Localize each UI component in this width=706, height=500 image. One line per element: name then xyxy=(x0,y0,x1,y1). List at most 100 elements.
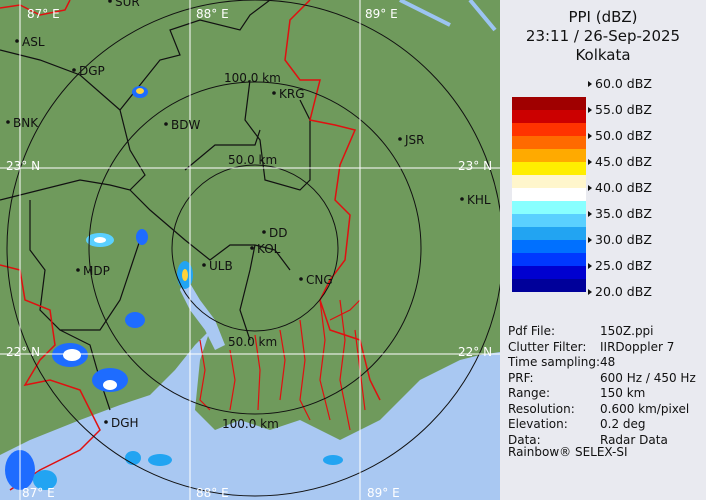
lon-label-89-bottom: 89° E xyxy=(367,486,400,500)
city-dot xyxy=(262,230,266,234)
scale-label: 40.0 dBZ xyxy=(588,180,652,195)
city-label: DGP xyxy=(79,64,105,78)
color-band xyxy=(512,162,586,175)
river-top-right xyxy=(399,0,497,32)
info-key: Elevation: xyxy=(508,417,568,431)
info-row: PRF: 600 Hz / 450 Hz xyxy=(508,370,696,385)
city-label: BDW xyxy=(171,118,200,132)
info-row: Clutter Filter: IIRDoppler 7 xyxy=(508,339,674,354)
city-dot xyxy=(202,263,206,267)
city-label: BNK xyxy=(13,116,39,130)
color-band xyxy=(512,201,586,214)
info-row: Time sampling: 48 xyxy=(508,355,615,369)
color-band xyxy=(512,97,586,110)
city-label: KHL xyxy=(467,193,491,207)
info-key: Resolution: xyxy=(508,401,575,416)
scale-label: 30.0 dBZ xyxy=(588,232,652,247)
lon-label-87-bottom: 87° E xyxy=(22,486,55,500)
color-band xyxy=(512,214,586,227)
district-borders xyxy=(0,0,311,411)
city-dot xyxy=(164,122,168,126)
info-row: Pdf File: 150Z.ppi xyxy=(508,324,654,338)
info-value: IIRDoppler 7 xyxy=(600,339,675,354)
lat-label-22: 22° N xyxy=(6,345,40,359)
info-key: Time sampling: xyxy=(508,355,601,369)
lat-label-23: 23° N xyxy=(6,159,40,173)
color-band xyxy=(512,266,586,279)
city-dot xyxy=(460,197,464,201)
scale-label: 45.0 dBZ xyxy=(588,154,652,169)
echoes xyxy=(5,86,343,490)
color-band xyxy=(512,136,586,149)
info-value: 48 xyxy=(600,355,616,369)
ring-label-50-top: 50.0 km xyxy=(228,153,277,167)
city-label: CNG xyxy=(306,273,333,287)
info-key: Range: xyxy=(508,386,551,400)
credit: Rainbow® SELEX-SI xyxy=(508,445,628,459)
city-dot xyxy=(76,268,80,272)
color-band xyxy=(512,149,586,162)
city-dot xyxy=(272,91,276,95)
scale-label: 35.0 dBZ xyxy=(588,206,652,221)
radar-map[interactable]: 87° E 88° E 89° E 87° E 88° E 89° E 23° … xyxy=(0,0,500,500)
city-label: KOL xyxy=(257,242,281,256)
info-value: 150Z.ppi xyxy=(600,324,654,338)
color-band xyxy=(512,188,586,201)
graticule xyxy=(0,0,500,500)
info-value: 150 km xyxy=(600,386,646,400)
info-key: Clutter Filter: xyxy=(508,339,587,354)
city-label: ASL xyxy=(22,35,45,49)
scale-label: 25.0 dBZ xyxy=(588,258,652,273)
color-band xyxy=(512,279,586,292)
range-rings xyxy=(6,0,500,497)
info-value: Radar Data xyxy=(600,432,668,447)
datetime: 23:11 / 26-Sep-2025 xyxy=(525,27,681,45)
info-row: Range: 150 km xyxy=(508,386,645,400)
city-dot xyxy=(72,68,76,72)
lon-label-88: 88° E xyxy=(196,7,229,21)
lon-label-88-bottom: 88° E xyxy=(196,486,229,500)
city-dot xyxy=(6,120,10,124)
station-name: Kolkata xyxy=(575,46,631,64)
scale-label: 50.0 dBZ xyxy=(588,128,652,143)
sea xyxy=(0,330,500,500)
color-band xyxy=(512,240,586,253)
city-label: DGH xyxy=(111,416,139,430)
info-value: 600 Hz / 450 Hz xyxy=(600,370,696,385)
city-label: JSR xyxy=(404,133,425,147)
info-row: Elevation: 0.2 deg xyxy=(508,417,646,431)
info-value: 0.2 deg xyxy=(600,417,646,431)
info-row: Data: Radar Data xyxy=(508,433,668,447)
city-label: KRG xyxy=(279,87,305,101)
info-key: PRF: xyxy=(508,370,534,385)
lon-label-87: 87° E xyxy=(27,7,60,21)
color-band xyxy=(512,175,586,188)
lat-label-23-right: 23° N xyxy=(458,159,492,173)
color-band xyxy=(512,110,586,123)
lon-label-89: 89° E xyxy=(365,7,398,21)
scale-label: 55.0 dBZ xyxy=(588,102,652,117)
info-row: Resolution: 0.600 km/pixel xyxy=(508,401,689,416)
city-dot xyxy=(250,246,254,250)
lat-label-22-right: 22° N xyxy=(458,345,492,359)
city-label: ULB xyxy=(209,259,233,273)
sundarbans-channels xyxy=(199,299,366,431)
product-title: PPI (dBZ) xyxy=(568,8,638,26)
city-dot xyxy=(15,39,19,43)
ring-label-100-bottom: 100.0 km xyxy=(222,417,279,431)
scale-label: 60.0 dBZ xyxy=(588,76,652,91)
city-dot xyxy=(104,420,108,424)
ring-label-50-bottom: 50.0 km xyxy=(228,335,277,349)
city-label: SUR xyxy=(115,0,140,9)
city-dot xyxy=(299,277,303,281)
city-markers: SUR ASL DGP BNK BDW KRG JSR KHL DD KOL ULB CNG MDP DG… xyxy=(6,0,491,430)
legend-panel: PPI (dBZ) 23:11 / 26-Sep-2025 Kolkata 60… xyxy=(500,0,706,500)
city-label: DD xyxy=(269,226,287,240)
info-value: 0.600 km/pixel xyxy=(600,401,690,416)
city-label: MDP xyxy=(83,264,110,278)
city-dot xyxy=(398,137,402,141)
color-band xyxy=(512,123,586,136)
international-border xyxy=(0,0,381,491)
city-dot xyxy=(108,0,112,3)
color-band xyxy=(512,253,586,266)
